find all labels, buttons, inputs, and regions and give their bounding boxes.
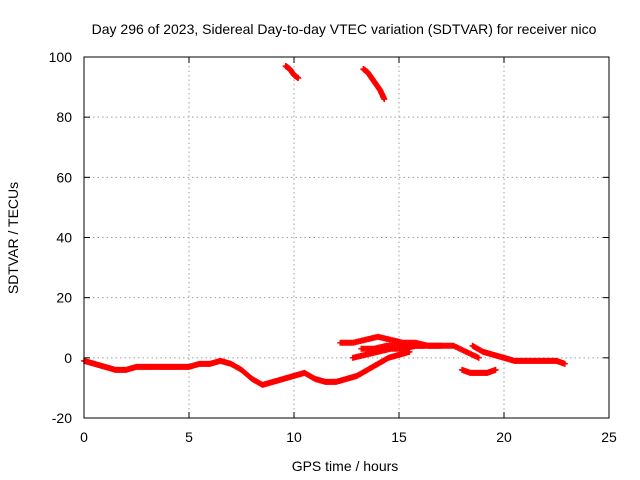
y-tick-label: 20: [56, 290, 72, 306]
data-point: [561, 360, 568, 367]
x-tick-label: 0: [80, 429, 88, 445]
x-tick-label: 25: [601, 429, 617, 445]
grid-lines: [84, 57, 609, 418]
chart-title: Day 296 of 2023, Sidereal Day-to-day VTE…: [92, 21, 597, 37]
series-arc-high-2: [360, 66, 388, 103]
series-arc-main-mid2: [358, 342, 428, 352]
data-point: [475, 354, 482, 361]
series-arc-late-short: [459, 366, 499, 376]
data-point: [438, 342, 444, 349]
data-point: [492, 366, 499, 373]
x-axis-label: GPS time / hours: [292, 458, 399, 474]
data-point: [421, 342, 428, 349]
y-tick-label: 80: [56, 109, 72, 125]
series-arc-late: [469, 342, 568, 367]
y-tick-label: 60: [56, 169, 72, 185]
series-arc-high-1: [282, 63, 302, 82]
y-axis-label: SDTVAR / TECUs: [5, 182, 21, 294]
data-points: [81, 63, 568, 388]
y-tick-label: 40: [56, 230, 72, 246]
x-tick-label: 10: [286, 429, 302, 445]
x-tick-label: 20: [496, 429, 512, 445]
series-arc-main-low: [81, 348, 413, 388]
series-arc-main-upper: [337, 333, 482, 361]
x-tick-label: 15: [391, 429, 407, 445]
y-tick-label: 100: [49, 49, 73, 65]
axis-ticks: 0 5 10 15 20 25 -20 0 20 40 60 80 100: [49, 49, 617, 445]
x-tick-label: 5: [185, 429, 193, 445]
data-point: [381, 96, 388, 103]
y-tick-label: -20: [52, 410, 72, 426]
y-tick-label: 0: [64, 350, 72, 366]
data-point: [295, 75, 302, 82]
